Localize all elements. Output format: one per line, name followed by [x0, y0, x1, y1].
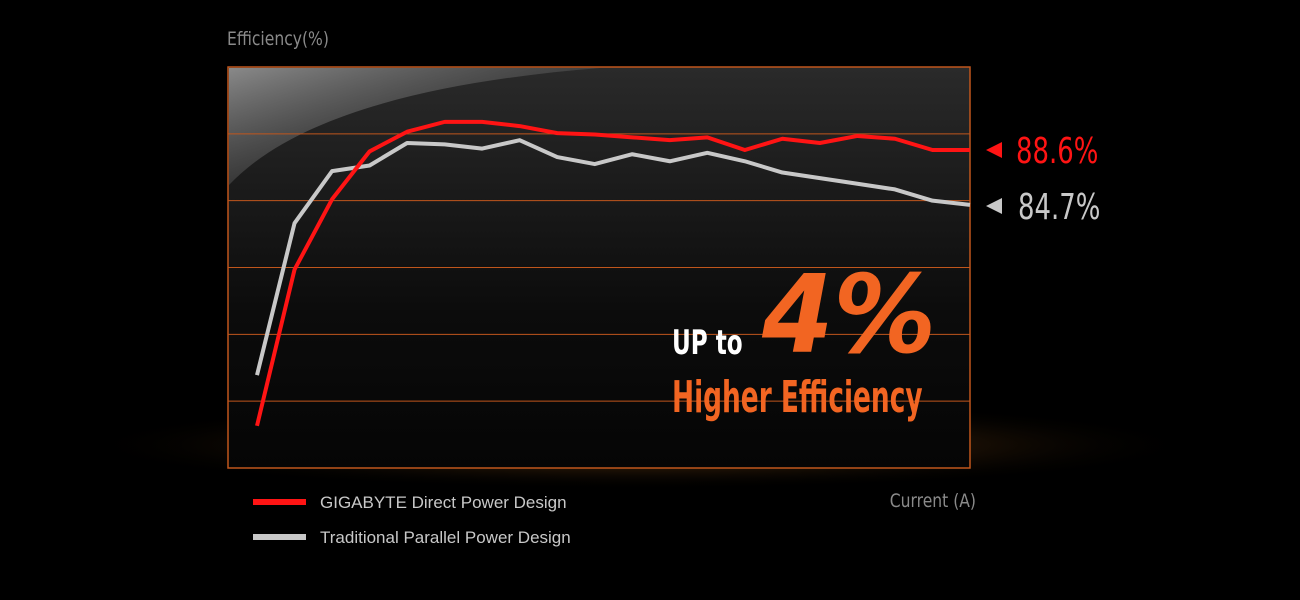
- annotation-caption: Higher Efficiency: [672, 371, 923, 423]
- plot-border: [227, 66, 971, 469]
- annotation-prefix: UP to: [672, 322, 743, 362]
- x-axis-label: Current (A): [890, 491, 976, 513]
- red-end-marker-icon: [986, 142, 1002, 158]
- series-line-traditional: [255, 138, 971, 376]
- series-line-gigabyte: [255, 119, 970, 427]
- gray-end-label: 84.7%: [1018, 187, 1100, 228]
- gray-end-marker-icon: [986, 198, 1002, 214]
- annotation-big: 4%: [761, 252, 936, 378]
- red-end-label: 88.6%: [1016, 131, 1098, 172]
- y-axis-label: Efficiency(%): [227, 29, 329, 51]
- legend-label-traditional: Traditional Parallel Power Design: [320, 528, 571, 547]
- plot-gloss: [229, 68, 600, 185]
- legend-label-gigabyte: GIGABYTE Direct Power Design: [320, 493, 567, 512]
